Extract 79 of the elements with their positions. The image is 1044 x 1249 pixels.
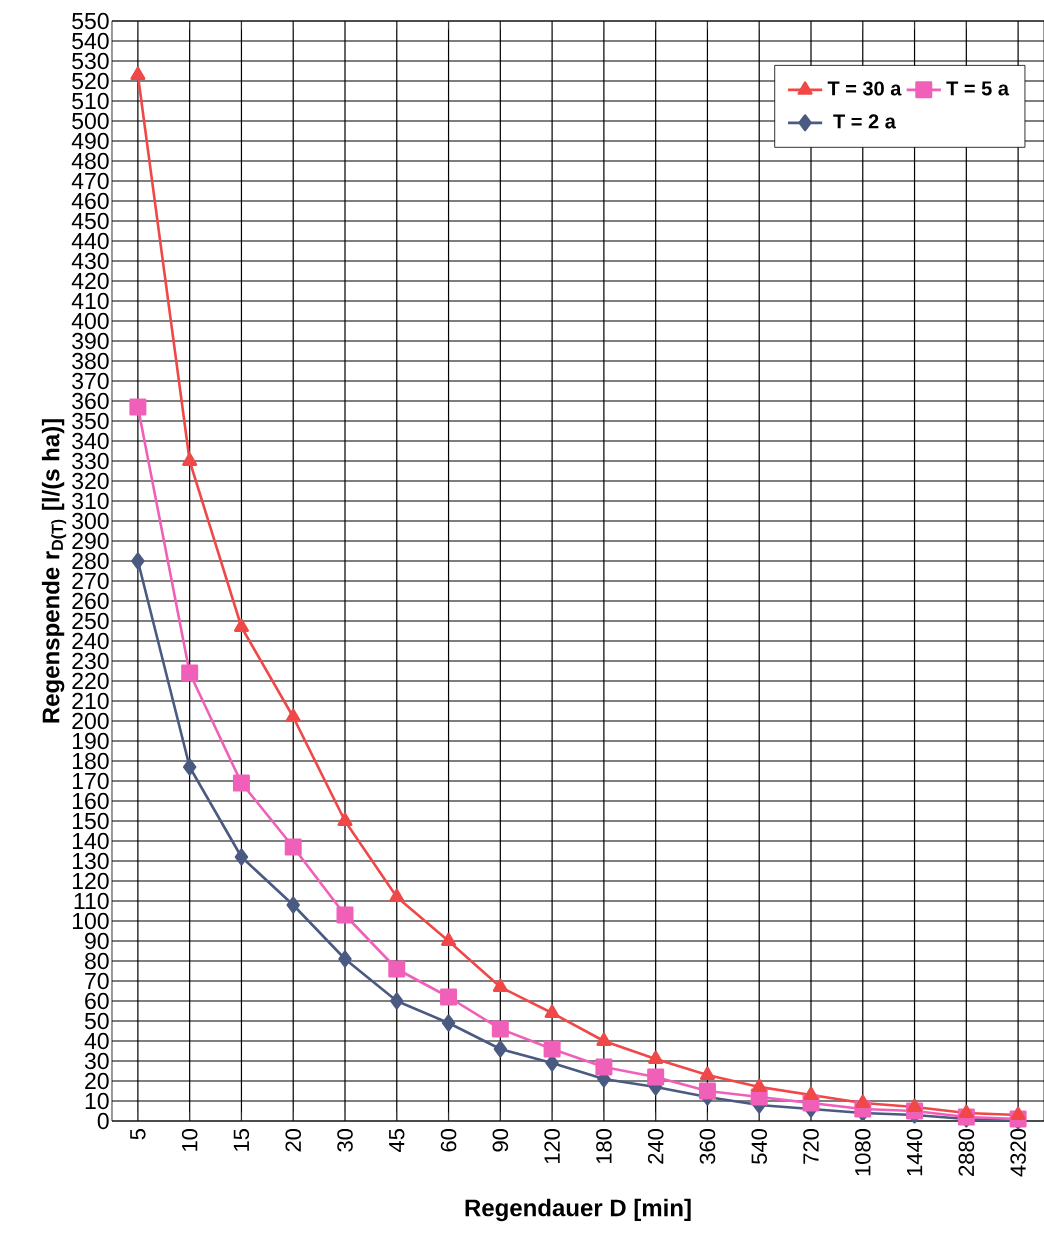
x-tick-label: 180 [596,1128,612,1164]
x-tick-label: 30 [337,1128,353,1152]
y-tick-label: 180 [72,752,109,770]
x-tick-label: 2880 [958,1128,975,1176]
y-tick-label: 420 [71,272,109,290]
y-tick-label: 550 [72,12,109,30]
y-tick-label: 160 [72,792,109,810]
x-tick-label: 4320 [1010,1128,1026,1177]
x-tick-label: 20 [285,1128,302,1152]
x-tick-label: 10 [181,1128,198,1151]
y-tick-label: 190 [72,732,109,750]
y-tick-label: 480 [71,152,109,170]
x-tick-label: 240 [647,1128,664,1164]
y-tick-label: 210 [72,692,109,710]
y-tick-label: 40 [84,1032,109,1050]
y-tick-label: 200 [72,712,109,730]
y-tick-label: 350 [72,412,109,430]
y-tick-label: 290 [72,532,109,550]
y-tick-label: 170 [72,772,109,790]
x-tick-label: 360 [699,1128,716,1164]
y-tick-label: 100 [72,912,109,930]
y-tick-label: 400 [71,312,109,330]
y-tick-label: 530 [72,52,109,70]
y-tick-label: 370 [72,372,109,390]
x-axis-title: Regendauer D [min] [465,1198,691,1222]
y-tick-label: 340 [72,432,109,450]
y-tick-label: 90 [85,932,109,950]
x-tick-label: 720 [803,1128,819,1164]
y-tick-label: 300 [72,512,109,530]
y-tick-label: 490 [71,132,109,150]
y-tick-label: 30 [84,1052,109,1070]
y-tick-label: 360 [72,392,109,410]
y-tick-label: 0 [97,1112,109,1130]
legend-label: T = 2 a [833,114,896,129]
y-tick-label: 310 [72,492,109,510]
y-axis-title: Regenspende r$_{D(T)}$ [l/(s ha)] [41,419,67,723]
y-tick-label: 450 [71,212,109,230]
y-tick-label: 500 [72,112,109,130]
y-tick-label: 130 [72,852,109,870]
x-tick-label: 1440 [906,1128,923,1176]
x-tick-label: 540 [751,1128,768,1164]
x-tick-label: 15 [233,1129,250,1151]
x-tick-label: 1080 [855,1128,871,1176]
y-tick-label: 510 [72,92,109,110]
y-tick-label: 320 [72,472,109,490]
y-tick-label: 330 [72,452,109,470]
x-tick-label: 120 [544,1128,560,1164]
y-tick-label: 140 [72,832,109,850]
y-tick-label: 20 [85,1072,109,1090]
y-tick-label: 280 [72,552,109,570]
y-tick-label: 220 [72,672,109,690]
y-tick-label: 230 [72,652,109,670]
y-tick-label: 10 [85,1092,109,1110]
y-tick-label: 110 [74,892,109,910]
y-tick-label: 270 [72,572,109,590]
y-tick-label: 430 [71,252,109,270]
y-tick-label: 520 [72,72,109,90]
x-tick-label: 45 [389,1129,405,1153]
legend-label: T = 30 a [827,81,902,96]
x-tick-label: 90 [492,1128,509,1152]
y-tick-label: 240 [72,632,109,650]
y-tick-label: 470 [71,172,109,190]
y-tick-label: 120 [72,872,109,890]
y-tick-label: 50 [84,1012,109,1030]
y-tick-label: 410 [71,292,109,310]
y-tick-label: 60 [85,992,109,1010]
y-tick-label: 250 [72,612,109,630]
y-tick-label: 80 [85,952,109,970]
x-tick-label: 5 [130,1129,146,1140]
y-tick-label: 390 [72,332,109,350]
y-tick-label: 440 [71,232,109,250]
legend-label: T = 5 a [946,81,1010,96]
y-tick-label: 150 [72,812,109,830]
y-tick-label: 70 [85,972,109,990]
x-tick-label: 60 [440,1128,457,1152]
y-tick-label: 380 [72,352,109,370]
y-tick-label: 260 [72,592,109,610]
y-tick-label: 540 [72,32,109,50]
y-tick-label: 460 [71,192,109,210]
